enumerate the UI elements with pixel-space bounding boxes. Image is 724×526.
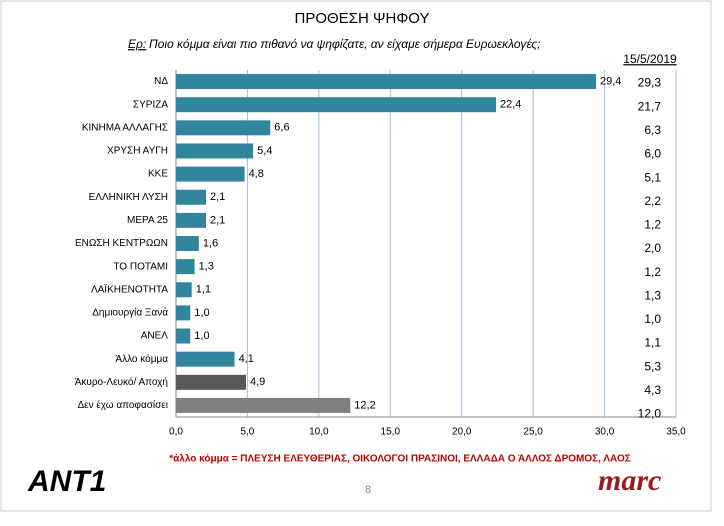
value-label: 22,4 — [500, 99, 521, 111]
value-label: 29,4 — [600, 75, 621, 87]
comparison-value: 1,2 — [644, 265, 661, 279]
comparison-value: 6,0 — [644, 147, 661, 161]
chart-subtitle: Ποιο κόμμα είναι πιο πιθανό να ψηφίζατε,… — [149, 37, 540, 51]
comparison-title: 15/5/2019 — [623, 52, 677, 66]
y-tick-label: Δεν έχω αποφασίσει — [77, 399, 168, 411]
y-tick-label: ΚΙΝΗΜΑ ΑΛΛΑΓΗΣ — [82, 122, 168, 133]
question-label: Ερ: — [128, 37, 146, 51]
bar — [176, 166, 245, 182]
bar — [176, 120, 271, 136]
y-tick-label: ΧΡΥΣΗ ΑΥΓΗ — [107, 146, 168, 157]
value-label: 12,2 — [354, 399, 375, 411]
comparison-value: 2,0 — [644, 241, 661, 255]
comparison-value: 1,3 — [644, 288, 661, 302]
value-label: 1,0 — [194, 307, 209, 319]
value-label: 1,1 — [196, 284, 211, 296]
value-label: 1,6 — [203, 237, 218, 249]
comparison-value: 12,0 — [638, 407, 662, 421]
bar — [176, 305, 191, 321]
bar — [176, 189, 206, 205]
value-label: 4,9 — [250, 376, 265, 388]
y-tick-label: Δημιουργία Ξανά — [92, 307, 168, 319]
bar — [176, 351, 235, 367]
value-label: 2,1 — [210, 191, 225, 203]
y-tick-label: ΝΔ — [154, 76, 168, 87]
y-tick-label: ΕΛΛΗΝΙΚΗ ΛΥΣΗ — [89, 192, 168, 203]
bar — [176, 74, 596, 90]
y-tick-label: ΣΥΡΙΖΑ — [133, 99, 168, 110]
value-label: 1,0 — [194, 330, 209, 342]
y-tick-label: ΕΝΩΣΗ ΚΕΝΤΡΩΩΝ — [75, 238, 168, 249]
page-number: 8 — [365, 484, 371, 496]
bar — [176, 374, 246, 390]
value-label: 6,6 — [274, 122, 289, 134]
value-label: 2,1 — [210, 214, 225, 226]
x-tick-label: 10,0 — [309, 427, 329, 438]
y-tick-label: ΑΝΕΛ — [141, 331, 169, 342]
chart-title: ΠΡΟΘΕΣΗ ΨΗΦΟΥ — [295, 10, 430, 27]
bar — [176, 259, 195, 275]
footnote: *άλλο κόμμα = ΠΛΕΥΣΗ ΕΛΕΥΘΕΡΙΑΣ, ΟΙΚΟΛΟΓ… — [169, 454, 631, 465]
bar — [176, 143, 254, 159]
value-label: 4,1 — [239, 353, 254, 365]
bar — [176, 328, 191, 344]
comparison-value: 2,2 — [644, 194, 661, 208]
left-logo: ANT1 — [27, 465, 106, 498]
bar — [176, 282, 192, 298]
bar — [176, 236, 199, 251]
x-tick-label: 5,0 — [240, 427, 254, 438]
x-tick-label: 0,0 — [169, 427, 183, 438]
y-tick-label: Άκυρο-Λευκό/ Αποχή — [75, 376, 168, 388]
x-tick-label: 20,0 — [452, 427, 472, 438]
comparison-value: 5,1 — [644, 170, 661, 184]
y-tick-label: ΚΚΕ — [148, 169, 168, 180]
comparison-value: 1,0 — [644, 312, 661, 326]
comparison-value: 6,3 — [644, 123, 661, 137]
comparison-value: 1,2 — [644, 218, 661, 232]
comparison-value: 4,3 — [644, 383, 661, 397]
y-tick-label: ΤΟ ΠΟΤΑΜΙ — [113, 261, 168, 272]
y-tick-label: ΜΕΡΑ 25 — [127, 215, 168, 226]
x-tick-label: 30,0 — [595, 427, 615, 438]
bar — [176, 97, 496, 113]
x-tick-label: 25,0 — [523, 427, 543, 438]
value-label: 1,3 — [199, 261, 214, 273]
comparison-value: 5,3 — [644, 359, 661, 373]
value-label: 5,4 — [257, 145, 272, 157]
bar — [176, 397, 351, 413]
bar — [176, 212, 206, 228]
x-tick-label: 35,0 — [666, 427, 686, 438]
comparison-value: 29,3 — [638, 76, 662, 90]
right-logo: marc — [598, 464, 661, 497]
y-tick-label: ΛΑΪΚΗΕΝΟΤΗΤΑ — [91, 283, 168, 295]
x-tick-label: 15,0 — [381, 427, 401, 438]
comparison-value: 1,1 — [644, 336, 661, 350]
y-tick-label: Άλλο κόμμα — [115, 353, 168, 365]
comparison-value: 21,7 — [638, 99, 662, 113]
value-label: 4,8 — [249, 168, 264, 180]
